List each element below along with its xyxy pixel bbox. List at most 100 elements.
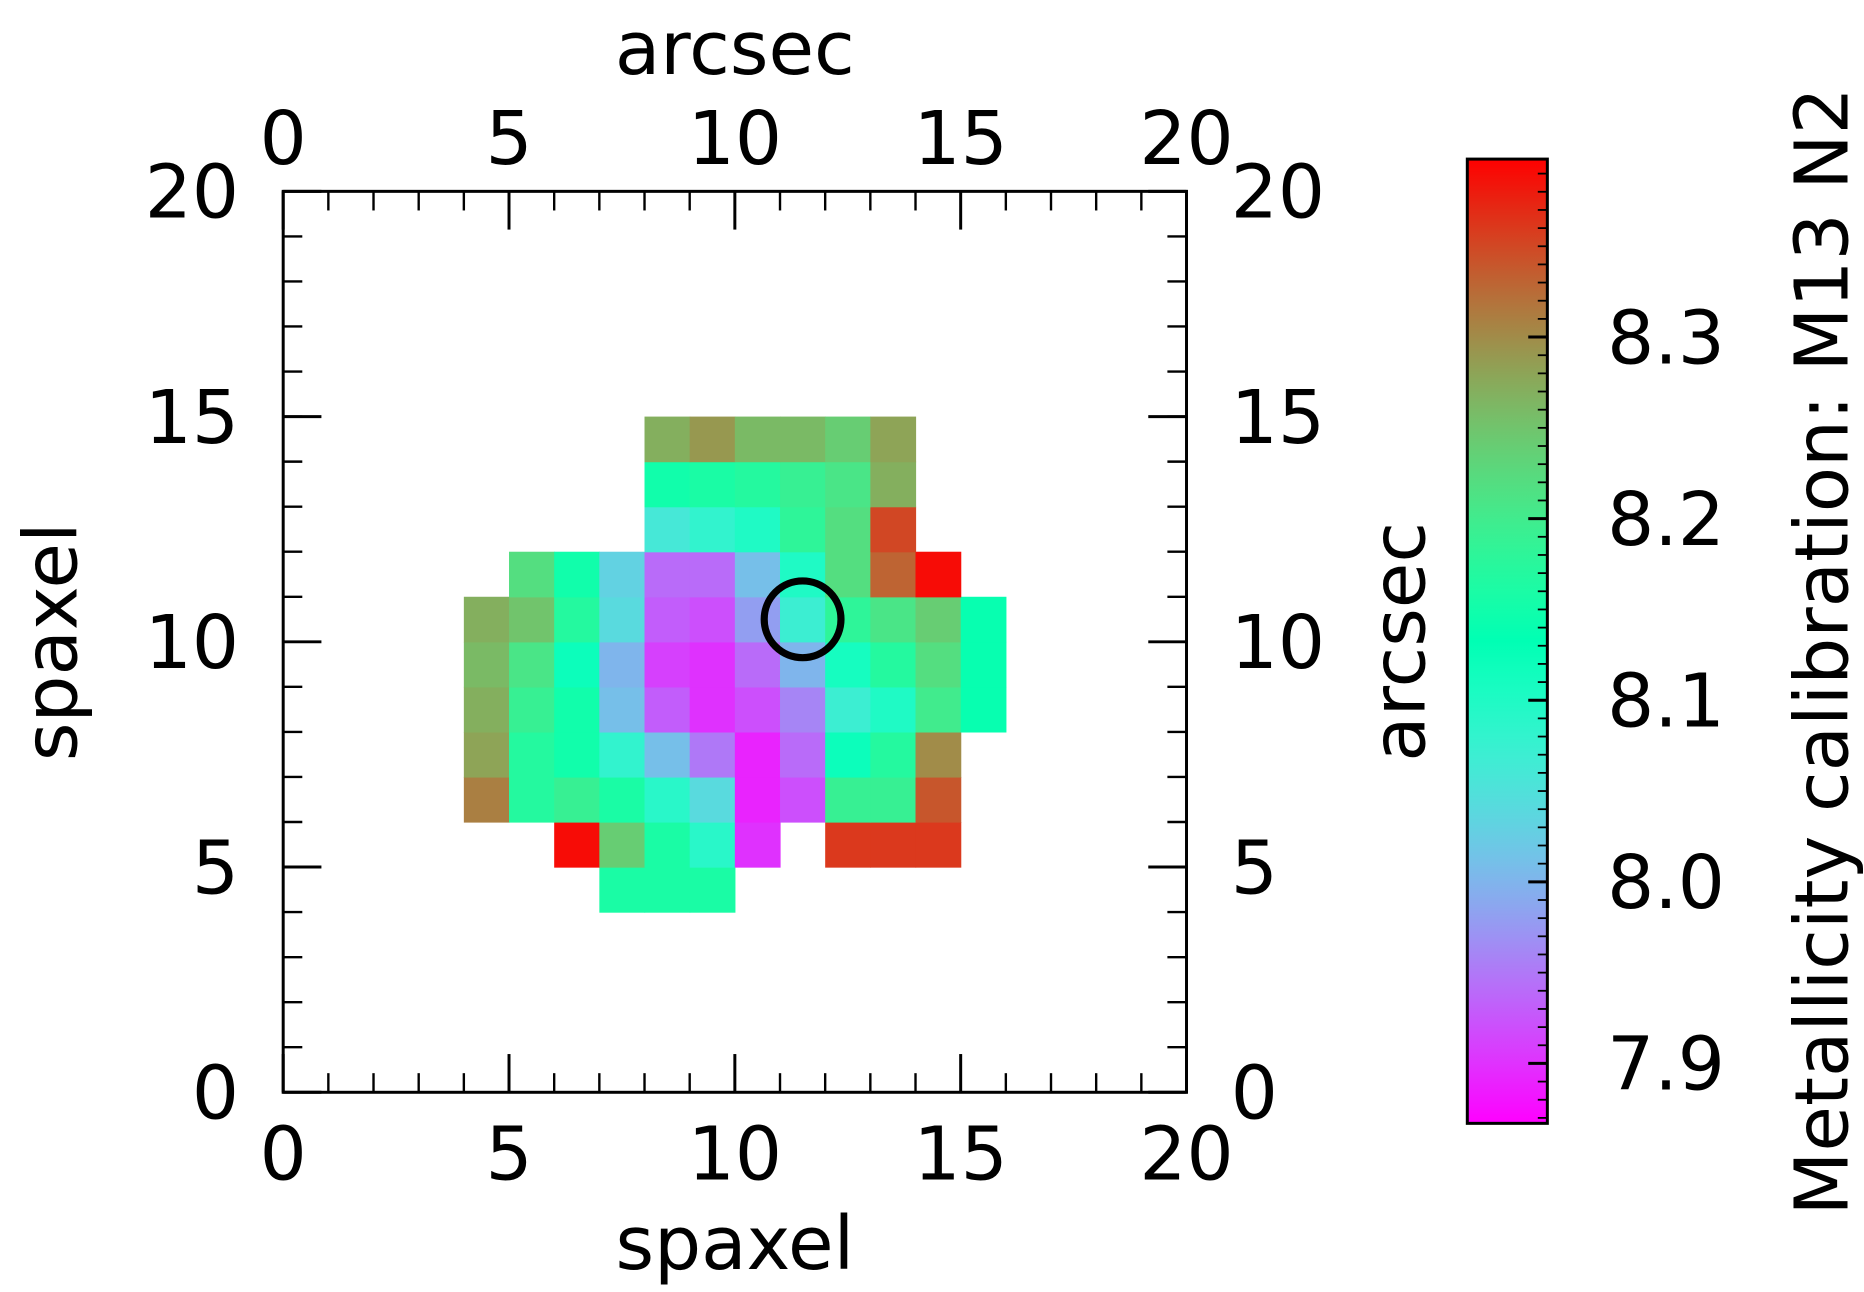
heatmap-cell <box>734 461 781 508</box>
x2-axis-label: arcsec <box>615 6 855 92</box>
heatmap-cell <box>780 551 826 598</box>
heatmap-cell <box>734 822 781 868</box>
heatmap-cell <box>689 416 736 463</box>
heatmap-cell <box>825 596 871 643</box>
y-tick-label: 5 <box>192 825 239 911</box>
heatmap-cell <box>870 686 917 733</box>
heatmap-cell <box>734 506 781 553</box>
heatmap-cell <box>689 461 736 508</box>
heatmap-cell <box>644 416 691 463</box>
heatmap-cell <box>463 776 510 823</box>
colorbar-tick-label: 8.1 <box>1607 659 1725 745</box>
heatmap-cell <box>644 506 691 553</box>
y-tick-label: 20 <box>145 150 239 236</box>
x-tick-label: 10 <box>688 1112 782 1198</box>
heatmap-cell <box>644 822 691 868</box>
heatmap-cell <box>915 822 962 868</box>
heatmap-cell <box>960 641 1007 688</box>
heatmap-cell <box>463 641 510 688</box>
heatmap-cell <box>780 776 826 823</box>
x-tick-label: 0 <box>260 1112 307 1198</box>
heatmap-cell <box>825 461 871 508</box>
heatmap-cell <box>599 822 646 868</box>
heatmap-cell <box>780 416 826 463</box>
heatmap-cell <box>734 641 781 688</box>
heatmap-cell <box>689 596 736 643</box>
heatmap-cell <box>689 731 736 778</box>
heatmap-cell <box>644 776 691 823</box>
heatmap-cell <box>780 686 826 733</box>
heatmap-cell <box>644 867 691 913</box>
y2-tick-label: 5 <box>1231 825 1278 911</box>
heatmap-cell <box>599 686 646 733</box>
heatmap-cell <box>870 416 917 463</box>
heatmap-cell <box>599 641 646 688</box>
heatmap-cell <box>734 776 781 823</box>
y2-tick-label: 15 <box>1231 375 1325 461</box>
heatmap-cell <box>870 551 917 598</box>
heatmap-cell <box>554 731 600 778</box>
heatmap-cell <box>689 551 736 598</box>
heatmap-cell <box>825 776 871 823</box>
heatmap-cell <box>509 551 555 598</box>
heatmap-cell <box>599 596 646 643</box>
heatmap-cell <box>644 686 691 733</box>
heatmap-cell <box>554 822 600 868</box>
heatmap-cell <box>870 641 917 688</box>
heatmap-cell <box>689 506 736 553</box>
colorbar <box>1465 157 1549 1125</box>
heatmap-cell <box>463 731 510 778</box>
heatmap-cell <box>644 731 691 778</box>
x2-tick-label: 0 <box>260 96 307 182</box>
heatmap-cell <box>915 641 962 688</box>
heatmap-cell <box>825 551 871 598</box>
heatmap-cell <box>960 686 1007 733</box>
heatmap-cell <box>644 461 691 508</box>
heatmap-cell <box>689 822 736 868</box>
heatmap-cell <box>509 641 555 688</box>
y-tick-label: 0 <box>192 1051 239 1137</box>
colorbar-tick-label: 8.0 <box>1607 840 1725 926</box>
colorbar-tick-label: 8.3 <box>1607 295 1725 381</box>
heatmap-cell <box>554 551 600 598</box>
x2-tick-label: 15 <box>914 96 1008 182</box>
heatmap-cell <box>509 776 555 823</box>
heatmap-cell <box>780 461 826 508</box>
y2-axis-label: arcsec <box>1356 522 1442 762</box>
heatmap-cell <box>463 596 510 643</box>
heatmap-cell <box>554 776 600 823</box>
heatmap-cell <box>870 596 917 643</box>
heatmap-cell <box>825 731 871 778</box>
x-tick-label: 15 <box>914 1112 1008 1198</box>
y-tick-label: 15 <box>145 375 239 461</box>
heatmap-cell <box>509 686 555 733</box>
heatmap-cell <box>554 596 600 643</box>
y2-tick-label: 20 <box>1231 150 1325 236</box>
heatmap-cell <box>780 596 826 643</box>
heatmap-cell <box>825 822 871 868</box>
heatmap-cell <box>599 867 646 913</box>
heatmap-cell <box>780 731 826 778</box>
y-tick-label: 10 <box>145 600 239 686</box>
colorbar-tick-label: 8.2 <box>1607 477 1725 563</box>
heatmap-cell <box>599 776 646 823</box>
heatmap-cell <box>599 731 646 778</box>
heatmap-cell <box>870 461 917 508</box>
heatmap-cell <box>734 596 781 643</box>
x-tick-label: 20 <box>1139 1112 1233 1198</box>
y2-tick-label: 10 <box>1231 600 1325 686</box>
heatmap-cell <box>599 551 646 598</box>
heatmap-cell <box>644 551 691 598</box>
x2-tick-label: 5 <box>485 96 532 182</box>
heatmap-cell <box>780 641 826 688</box>
colorbar-tick-label: 7.9 <box>1607 1022 1725 1108</box>
heatmap-cell <box>870 506 917 553</box>
heatmap-cell <box>825 641 871 688</box>
heatmap-cell <box>870 776 917 823</box>
heatmap-cell <box>870 731 917 778</box>
x2-tick-label: 10 <box>688 96 782 182</box>
y-axis-label: spaxel <box>8 522 94 761</box>
heatmap-cell <box>915 596 962 643</box>
heatmap-cell <box>689 641 736 688</box>
